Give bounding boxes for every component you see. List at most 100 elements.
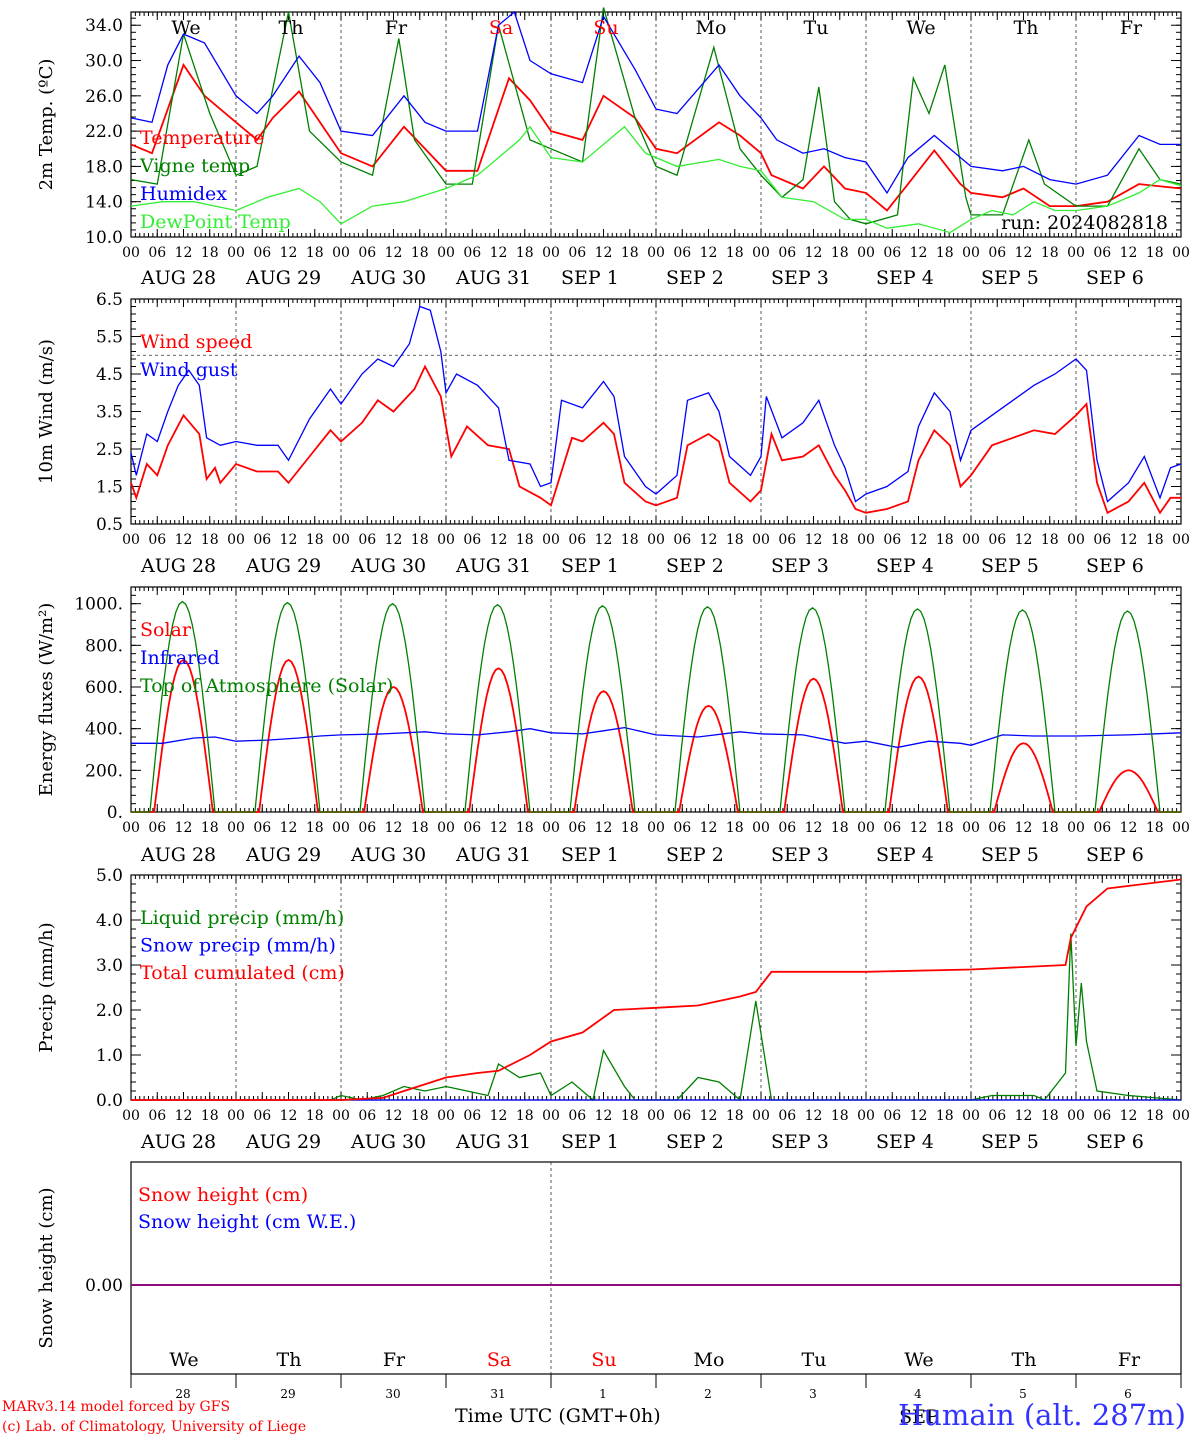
date-label: SEP 1 (561, 844, 619, 866)
date-label: SEP 5 (981, 555, 1039, 577)
hour-tick-label: 00 (647, 820, 665, 836)
hour-tick-label: 18 (1146, 1108, 1164, 1124)
hour-tick-label: 12 (280, 245, 298, 261)
weekday-label-top: Tu (804, 17, 829, 39)
weekday-label-bottom: Sa (487, 1349, 511, 1371)
y-axis-title: Energy fluxes (W/m²) (36, 603, 57, 797)
y-tick-label: 800. (85, 636, 123, 656)
hour-tick-label: 00 (332, 245, 350, 261)
hour-tick-label: 00 (332, 1108, 350, 1124)
date-label: AUG 29 (245, 1131, 321, 1153)
hour-tick-label: 00 (122, 1108, 140, 1124)
panel-energy: 00 06 12 18 00 06 12 18 00 06 12 18 00 06 12 18 00 06 12 18… (36, 586, 1190, 866)
weekday-label-top: We (171, 17, 200, 39)
hour-tick-label: 00 (437, 1108, 455, 1124)
hour-tick-label: 00 (437, 820, 455, 836)
hour-tick-label: 18 (831, 245, 849, 261)
weekday-label-bottom: Mo (694, 1349, 725, 1371)
date-label: SEP 1 (561, 267, 619, 289)
hour-tick-label: 18 (201, 1108, 219, 1124)
weekday-label-bottom: Su (591, 1349, 616, 1371)
day-number-label: 30 (385, 1387, 400, 1401)
hour-tick-label: 18 (1041, 820, 1059, 836)
legend-entry: Snow height (cm W.E.) (138, 1211, 356, 1233)
hour-tick-label: 00 (752, 1108, 770, 1124)
date-label: AUG 31 (455, 1131, 531, 1153)
date-label: SEP 4 (876, 555, 934, 577)
hour-tick-label: 00 (437, 245, 455, 261)
hour-tick-label: 06 (463, 820, 481, 836)
series-line (130, 125, 1182, 234)
hour-tick-label: 12 (175, 532, 193, 548)
y-tick-label: 600. (85, 678, 123, 698)
hour-tick-label: 06 (358, 1108, 376, 1124)
hour-tick-label: 06 (1093, 245, 1111, 261)
y-tick-label: 0.5 (96, 515, 123, 535)
hour-tick-label: 18 (936, 245, 954, 261)
date-label: AUG 30 (350, 555, 426, 577)
hour-tick-label: 12 (490, 532, 508, 548)
hour-tick-label: 18 (1041, 245, 1059, 261)
hour-tick-label: 12 (385, 1108, 403, 1124)
hour-tick-label: 18 (1146, 820, 1164, 836)
hour-tick-label: 00 (962, 532, 980, 548)
hour-tick-label: 06 (988, 1108, 1006, 1124)
hour-tick-label: 12 (595, 1108, 613, 1124)
hour-tick-label: 18 (726, 245, 744, 261)
hour-tick-label: 12 (805, 532, 823, 548)
hour-tick-label: 12 (805, 245, 823, 261)
hour-tick-label: 12 (700, 532, 718, 548)
y-tick-label: 10.0 (85, 228, 123, 248)
legend-entry: Total cumulated (cm) (140, 962, 345, 984)
hour-tick-label: 00 (437, 532, 455, 548)
hour-tick-label: 00 (962, 820, 980, 836)
y-axis-title: Snow height (cm) (36, 1187, 57, 1348)
hour-tick-label: 12 (385, 532, 403, 548)
day-number-label: 3 (809, 1387, 817, 1401)
y-tick-label: 0.0 (96, 1091, 123, 1111)
station-name: Humain (alt. 287m) (897, 1398, 1186, 1432)
hour-tick-label: 12 (595, 820, 613, 836)
date-label: SEP 2 (666, 267, 724, 289)
hour-tick-label: 06 (673, 532, 691, 548)
hour-tick-label: 18 (306, 1108, 324, 1124)
date-label: SEP 4 (876, 844, 934, 866)
hour-tick-label: 00 (122, 820, 140, 836)
weekday-label-bottom: Fr (1118, 1349, 1141, 1371)
hour-tick-label: 06 (778, 1108, 796, 1124)
hour-tick-label: 00 (857, 245, 875, 261)
hour-tick-label: 18 (411, 820, 429, 836)
hour-tick-label: 06 (568, 1108, 586, 1124)
y-tick-label: 4.5 (96, 365, 123, 385)
weekday-label-top: Fr (1120, 17, 1143, 39)
y-tick-label: 14.0 (85, 193, 123, 213)
hour-tick-label: 00 (542, 245, 560, 261)
hour-tick-label: 00 (1172, 532, 1190, 548)
hour-tick-label: 12 (175, 245, 193, 261)
hour-tick-label: 12 (1015, 532, 1033, 548)
legend-entry: Humidex (140, 183, 227, 205)
date-label: AUG 30 (350, 1131, 426, 1153)
date-label: AUG 29 (245, 267, 321, 289)
date-label: SEP 3 (771, 844, 829, 866)
hour-tick-label: 06 (148, 820, 166, 836)
hour-tick-label: 18 (726, 820, 744, 836)
hour-tick-label: 06 (883, 245, 901, 261)
hour-tick-label: 12 (700, 1108, 718, 1124)
hour-tick-label: 18 (621, 245, 639, 261)
weekday-label-bottom: Th (1012, 1349, 1037, 1371)
hour-tick-label: 18 (1146, 532, 1164, 548)
hour-tick-label: 06 (463, 1108, 481, 1124)
hour-tick-label: 12 (385, 820, 403, 836)
hour-tick-label: 12 (280, 532, 298, 548)
hour-tick-label: 06 (673, 820, 691, 836)
legend-entry: Liquid precip (mm/h) (140, 907, 344, 929)
hour-tick-label: 00 (122, 532, 140, 548)
weekday-label-top: We (906, 17, 935, 39)
legend-entry: Solar (140, 619, 192, 641)
hour-tick-label: 06 (358, 532, 376, 548)
series-line (131, 878, 1182, 1101)
date-label: SEP 3 (771, 555, 829, 577)
hour-tick-label: 06 (253, 1108, 271, 1124)
hour-tick-label: 00 (647, 1108, 665, 1124)
